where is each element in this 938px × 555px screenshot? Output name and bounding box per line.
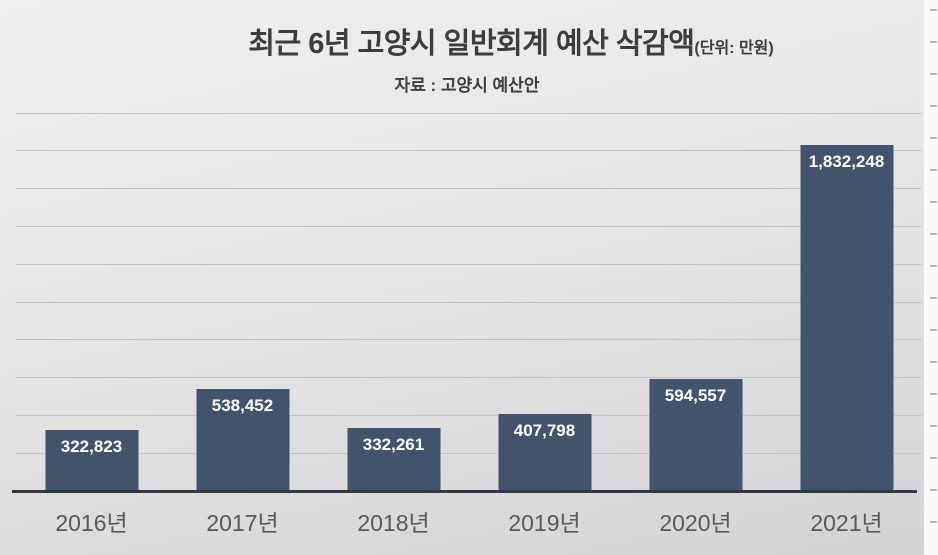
ruler-tick <box>930 169 937 171</box>
bar-series: 322,823 538,452 332,261 407,798 594,557 1,832… <box>16 113 922 491</box>
x-axis-label: 2017년 <box>206 510 279 536</box>
ruler-tick <box>930 361 937 363</box>
bar-2017년: 538,452 <box>196 389 289 491</box>
chart-title: 최근 6년 고양시 일반회계 예산 삭감액 <box>248 28 695 60</box>
ruler-tick <box>930 137 937 139</box>
ruler-tick <box>930 489 937 491</box>
bar-value-label: 407,798 <box>513 420 576 440</box>
ruler-tick <box>930 329 937 331</box>
gridline <box>16 414 922 416</box>
ruler-tick <box>930 425 937 427</box>
chart-source-label: 자료 : 고양시 예산안 <box>394 76 540 95</box>
chart-header: 최근 6년 고양시 일반회계 예산 삭감액(단위: 만원) 자료 : 고양시 예… <box>0 20 922 96</box>
gridline <box>16 225 922 227</box>
gridline <box>16 377 922 379</box>
ruler-tick <box>930 233 937 235</box>
bar-2016년: 322,823 <box>45 430 138 491</box>
bar-value-label: 594,557 <box>664 385 727 405</box>
bar-value-label: 332,261 <box>362 435 425 455</box>
right-ruler-strip <box>924 0 938 555</box>
ruler-tick <box>930 201 937 203</box>
bar-2018년: 332,261 <box>347 428 440 491</box>
bar-slot: 407,798 <box>469 113 620 491</box>
ruler-tick <box>930 393 937 395</box>
bar-slot: 594,557 <box>620 113 771 491</box>
ruler-tick <box>930 9 937 11</box>
gridline <box>16 339 922 341</box>
bar-slot: 322,823 <box>16 113 167 491</box>
bar-value-label: 538,452 <box>211 396 274 416</box>
x-axis-label: 2016년 <box>55 510 128 536</box>
bar-value-label: 1,832,248 <box>808 151 885 171</box>
gridline <box>16 263 922 265</box>
x-axis-line <box>12 490 917 493</box>
bar-slot: 1,832,248 <box>771 113 922 491</box>
ruler-tick <box>930 105 937 107</box>
gridline <box>16 452 922 454</box>
x-axis-label: 2019년 <box>508 510 581 536</box>
gridline <box>16 150 922 152</box>
bar-slot: 332,261 <box>318 113 469 491</box>
bar-slot: 538,452 <box>167 113 318 491</box>
bar-value-label: 322,823 <box>60 437 123 456</box>
ruler-tick <box>930 297 937 299</box>
x-axis-label: 2018년 <box>357 510 430 536</box>
gridline <box>16 301 922 303</box>
bar-2020년: 594,557 <box>649 378 742 491</box>
plot-area: 322,823 538,452 332,261 407,798 594,557 1,832… <box>12 112 922 493</box>
gridline <box>16 188 922 190</box>
bar-2019년: 407,798 <box>498 413 591 491</box>
chart-unit-label: (단위: 만원) <box>694 40 774 57</box>
ruler-tick <box>930 265 937 267</box>
x-axis-labels: 2016년 2017년 2018년 2019년 2020년 2021년 <box>16 504 922 538</box>
ruler-tick <box>930 457 937 459</box>
gridline <box>16 112 922 114</box>
x-axis-label: 2020년 <box>659 510 732 536</box>
x-axis-label: 2021년 <box>810 510 883 536</box>
bar-2021년: 1,832,248 <box>800 144 893 491</box>
chart-title-line: 최근 6년 고양시 일반회계 예산 삭감액(단위: 만원) <box>50 20 938 62</box>
ruler-tick <box>930 521 937 523</box>
ruler-tick <box>930 41 937 43</box>
ruler-tick <box>930 73 937 75</box>
